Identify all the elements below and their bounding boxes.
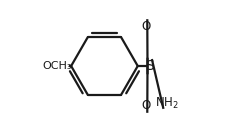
Text: O: O <box>141 20 150 33</box>
Text: O: O <box>141 99 150 112</box>
Text: OCH₃: OCH₃ <box>42 61 71 71</box>
Text: NH$_2$: NH$_2$ <box>155 96 178 111</box>
Text: S: S <box>145 59 154 73</box>
